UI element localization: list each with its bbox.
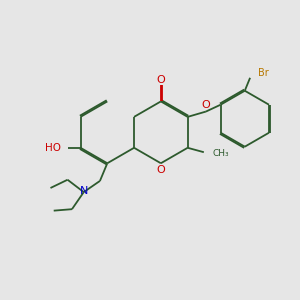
Text: N: N (80, 186, 88, 196)
Text: O: O (157, 165, 165, 175)
Text: Br: Br (258, 68, 269, 78)
Text: CH₃: CH₃ (213, 149, 229, 158)
Text: O: O (202, 100, 211, 110)
Text: O: O (157, 75, 165, 85)
Text: HO: HO (45, 143, 61, 153)
